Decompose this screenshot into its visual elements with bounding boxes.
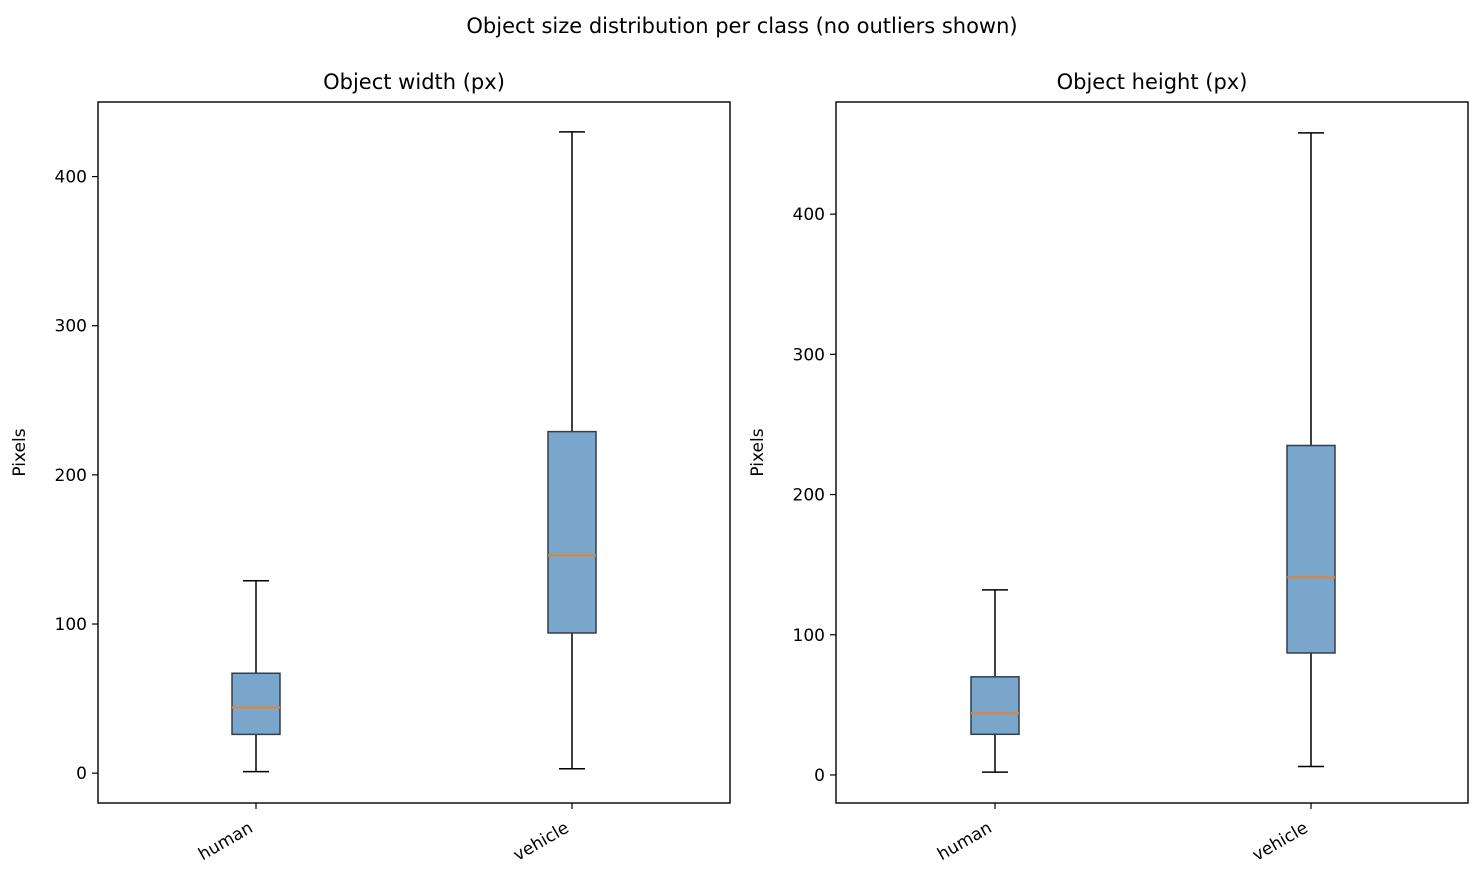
- y-tick-label: 100: [55, 615, 87, 635]
- subplot-height: Object height (px) Pixels 0 100 200 300 400 hum…: [748, 70, 1469, 866]
- subplots: Object width (px) Pixels 0 100 200 300 400 huma…: [10, 70, 1469, 866]
- iqr-box: [1286, 444, 1336, 654]
- axes-frame: [835, 101, 1469, 804]
- box-vehicle: [547, 131, 597, 770]
- x-tick-label: vehicle: [510, 818, 572, 866]
- subplot-width: Object width (px) Pixels 0 100 200 300 400 huma…: [10, 70, 731, 866]
- y-tick-label: 200: [793, 486, 825, 506]
- y-axis-label: Pixels: [748, 428, 768, 476]
- y-tick-label: 300: [793, 345, 825, 365]
- box-human: [231, 580, 281, 773]
- y-tick-label: 300: [55, 317, 87, 337]
- y-tick-label: 400: [793, 205, 825, 225]
- box-vehicle: [1286, 132, 1336, 768]
- y-tick-label: 0: [76, 764, 87, 784]
- iqr-box: [970, 676, 1020, 736]
- x-tick-label: human: [934, 818, 995, 865]
- subplot-title: Object width (px): [323, 70, 505, 94]
- iqr-box: [547, 430, 597, 634]
- y-tick-label: 100: [793, 626, 825, 646]
- figure-suptitle: Object size distribution per class (no o…: [466, 14, 1017, 38]
- y-tick-label: 0: [814, 766, 825, 786]
- y-axis-label: Pixels: [10, 428, 30, 476]
- x-tick-label: human: [195, 818, 256, 865]
- box-human: [970, 589, 1020, 773]
- y-tick-label: 200: [55, 466, 87, 486]
- axes-frame: [97, 101, 731, 804]
- y-tick-label: 400: [55, 168, 87, 188]
- subplot-title: Object height (px): [1057, 70, 1248, 94]
- x-tick-label: vehicle: [1249, 818, 1311, 866]
- iqr-box: [231, 672, 281, 736]
